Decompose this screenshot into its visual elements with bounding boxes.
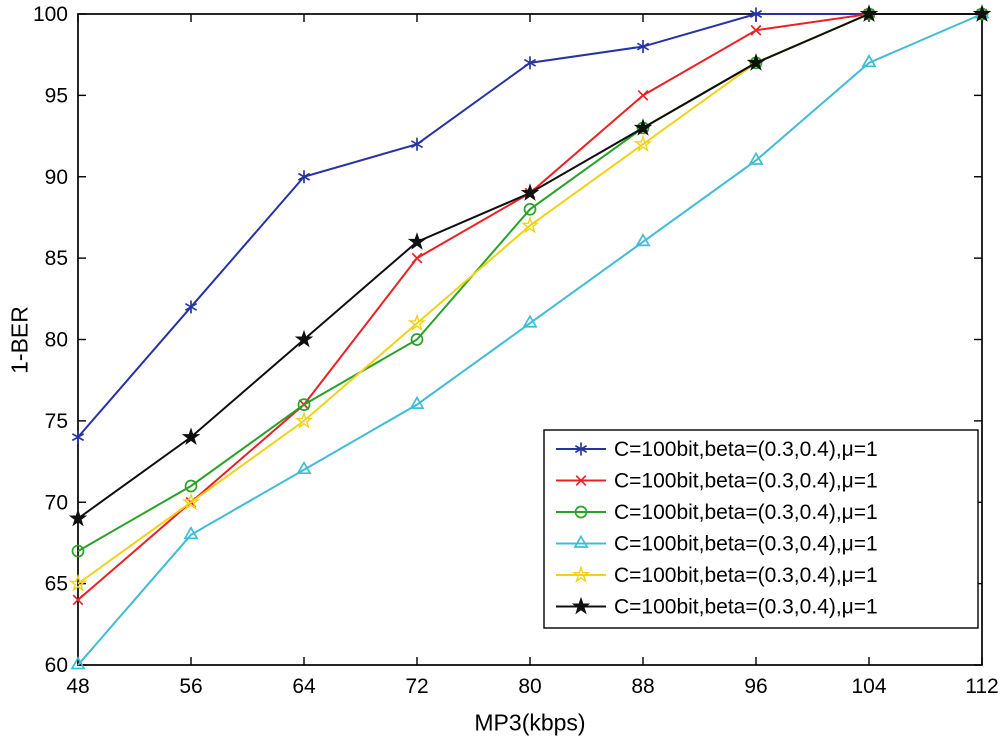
legend-entry-label: C=100bit,beta=(0.3,0.4),μ=1 xyxy=(614,501,878,524)
star-marker-icon xyxy=(407,232,427,250)
triangle-marker-icon xyxy=(635,233,651,247)
triangle-marker-icon xyxy=(296,460,312,475)
y-tick-label: 80 xyxy=(45,329,68,352)
star-marker-icon xyxy=(571,565,591,583)
star-marker-icon xyxy=(294,411,314,429)
circle-marker-icon xyxy=(184,479,198,493)
triangle-marker-icon xyxy=(748,151,764,165)
y-tick-label: 60 xyxy=(45,654,68,677)
triangle-marker-icon xyxy=(573,534,589,548)
asterisk-marker-icon xyxy=(71,433,85,442)
star-marker-icon xyxy=(633,118,653,136)
x-tick-label: 48 xyxy=(66,675,89,698)
series-line xyxy=(77,13,983,666)
triangle-marker-icon xyxy=(70,656,86,670)
star-marker-icon xyxy=(972,4,992,22)
circle-marker-icon xyxy=(410,333,424,346)
star-marker-icon xyxy=(746,53,766,71)
asterisk-marker-icon xyxy=(297,172,311,181)
y-tick-label: 70 xyxy=(45,491,68,514)
legend-entry: C=100bit,beta=(0.3,0.4),μ=1 xyxy=(556,470,878,493)
legend-entry: C=100bit,beta=(0.3,0.4),μ=1 xyxy=(556,596,878,619)
y-tick-label: 95 xyxy=(45,84,68,107)
x-tick-label: 112 xyxy=(965,675,998,698)
x-marker-icon xyxy=(637,89,649,101)
legend: C=100bit,beta=(0.3,0.4),μ=1 C=100bit,beta… xyxy=(543,429,979,629)
star-marker-icon xyxy=(181,492,201,511)
circle-marker-icon xyxy=(574,505,588,519)
x-marker-icon xyxy=(72,594,84,606)
legend-entry: C=100bit,beta=(0.3,0.4),μ=1 xyxy=(556,501,878,524)
legend-entry-label: C=100bit,beta=(0.3,0.4),μ=1 xyxy=(614,470,878,493)
y-tick-label: 65 xyxy=(45,573,68,596)
asterisk-marker-icon xyxy=(410,140,424,149)
asterisk-marker-icon xyxy=(749,10,763,18)
legend-entry: C=100bit,beta=(0.3,0.4),μ=1 xyxy=(556,438,878,461)
legend-entry-label: C=100bit,beta=(0.3,0.4),μ=1 xyxy=(614,533,878,556)
asterisk-marker-icon xyxy=(636,42,650,51)
star-marker-icon xyxy=(407,313,427,332)
circle-marker-icon xyxy=(523,202,537,216)
y-tick-label: 85 xyxy=(45,247,68,270)
star-marker-icon xyxy=(571,596,591,615)
legend-entry: C=100bit,beta=(0.3,0.4),μ=1 xyxy=(556,564,878,587)
triangle-marker-icon xyxy=(409,395,425,409)
x-tick-label: 96 xyxy=(744,675,767,698)
legend-entry-label: C=100bit,beta=(0.3,0.4),μ=1 xyxy=(614,438,878,461)
x-tick-label: 88 xyxy=(631,675,654,698)
asterisk-marker-icon xyxy=(523,58,537,67)
y-tick-label: 90 xyxy=(45,166,68,189)
triangle-marker-icon xyxy=(861,54,877,68)
x-marker-icon xyxy=(750,24,762,36)
legend-box xyxy=(543,429,979,629)
x-tick-label: 104 xyxy=(851,675,886,698)
series-6 xyxy=(68,4,992,527)
circle-marker-icon xyxy=(71,544,85,558)
series-4 xyxy=(70,5,990,670)
x-axis-title: MP3(kbps) xyxy=(474,709,586,736)
star-marker-icon xyxy=(294,329,314,348)
x-tick-label: 64 xyxy=(292,675,316,698)
triangle-marker-icon xyxy=(183,526,199,540)
x-marker-icon xyxy=(411,252,423,264)
star-marker-icon xyxy=(520,183,540,201)
legend-entry: C=100bit,beta=(0.3,0.4),μ=1 xyxy=(556,533,878,556)
y-axis-title: 1-BER xyxy=(6,306,33,374)
star-marker-icon xyxy=(633,134,653,153)
x-marker-icon xyxy=(575,475,587,486)
star-marker-icon xyxy=(68,508,88,527)
x-tick-label: 72 xyxy=(405,675,428,698)
star-marker-icon xyxy=(181,427,201,446)
star-marker-icon xyxy=(859,4,879,22)
y-tick-label: 75 xyxy=(45,410,68,433)
asterisk-marker-icon xyxy=(184,302,198,311)
x-tick-label: 80 xyxy=(518,675,541,698)
star-marker-icon xyxy=(68,573,88,592)
x-tick-label: 56 xyxy=(179,675,202,698)
y-tick-label: 100 xyxy=(33,3,68,26)
asterisk-marker-icon xyxy=(574,445,588,453)
legend-entry-label: C=100bit,beta=(0.3,0.4),μ=1 xyxy=(614,564,878,587)
triangle-marker-icon xyxy=(522,314,538,328)
star-marker-icon xyxy=(520,215,540,234)
circle-marker-icon xyxy=(297,398,311,411)
legend-entry-label: C=100bit,beta=(0.3,0.4),μ=1 xyxy=(614,596,878,619)
